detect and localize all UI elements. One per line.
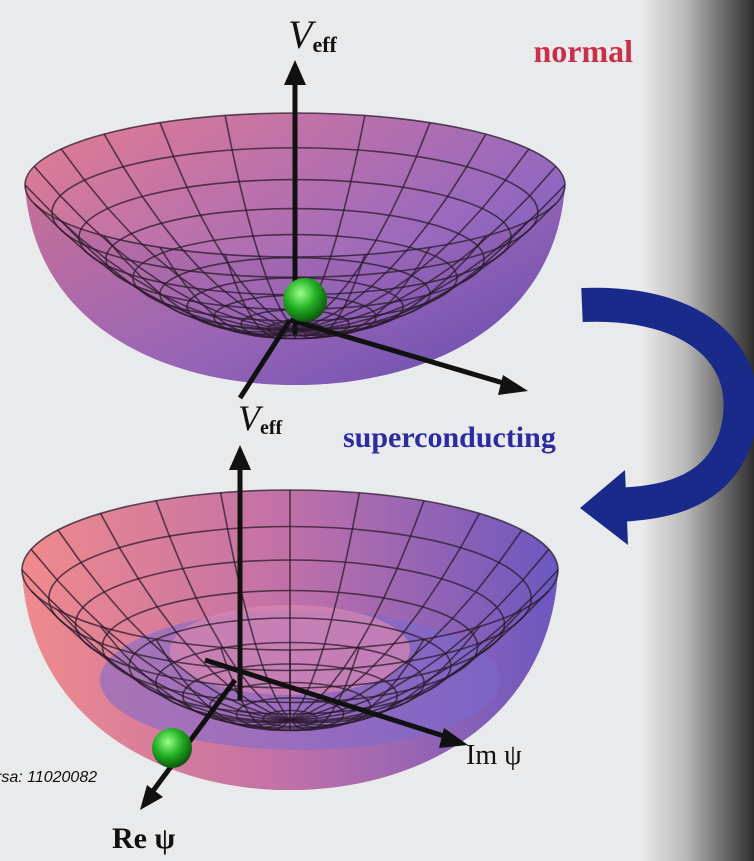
state-label: normal [533,33,633,69]
axis-label: Im ψ [466,740,522,771]
axis-subscript: eff [260,417,283,439]
axis-subscript: eff [312,32,337,57]
ball [283,278,327,322]
ball [152,728,192,768]
diagram: Veff normal Veff superconducting Im ψ Re… [0,0,754,861]
page: Veff normal Veff superconducting Im ψ Re… [0,0,754,861]
watermark: rsa: 11020082 [0,769,97,786]
state-label: superconducting [343,421,556,454]
axis-label: Re ψ [112,822,175,855]
